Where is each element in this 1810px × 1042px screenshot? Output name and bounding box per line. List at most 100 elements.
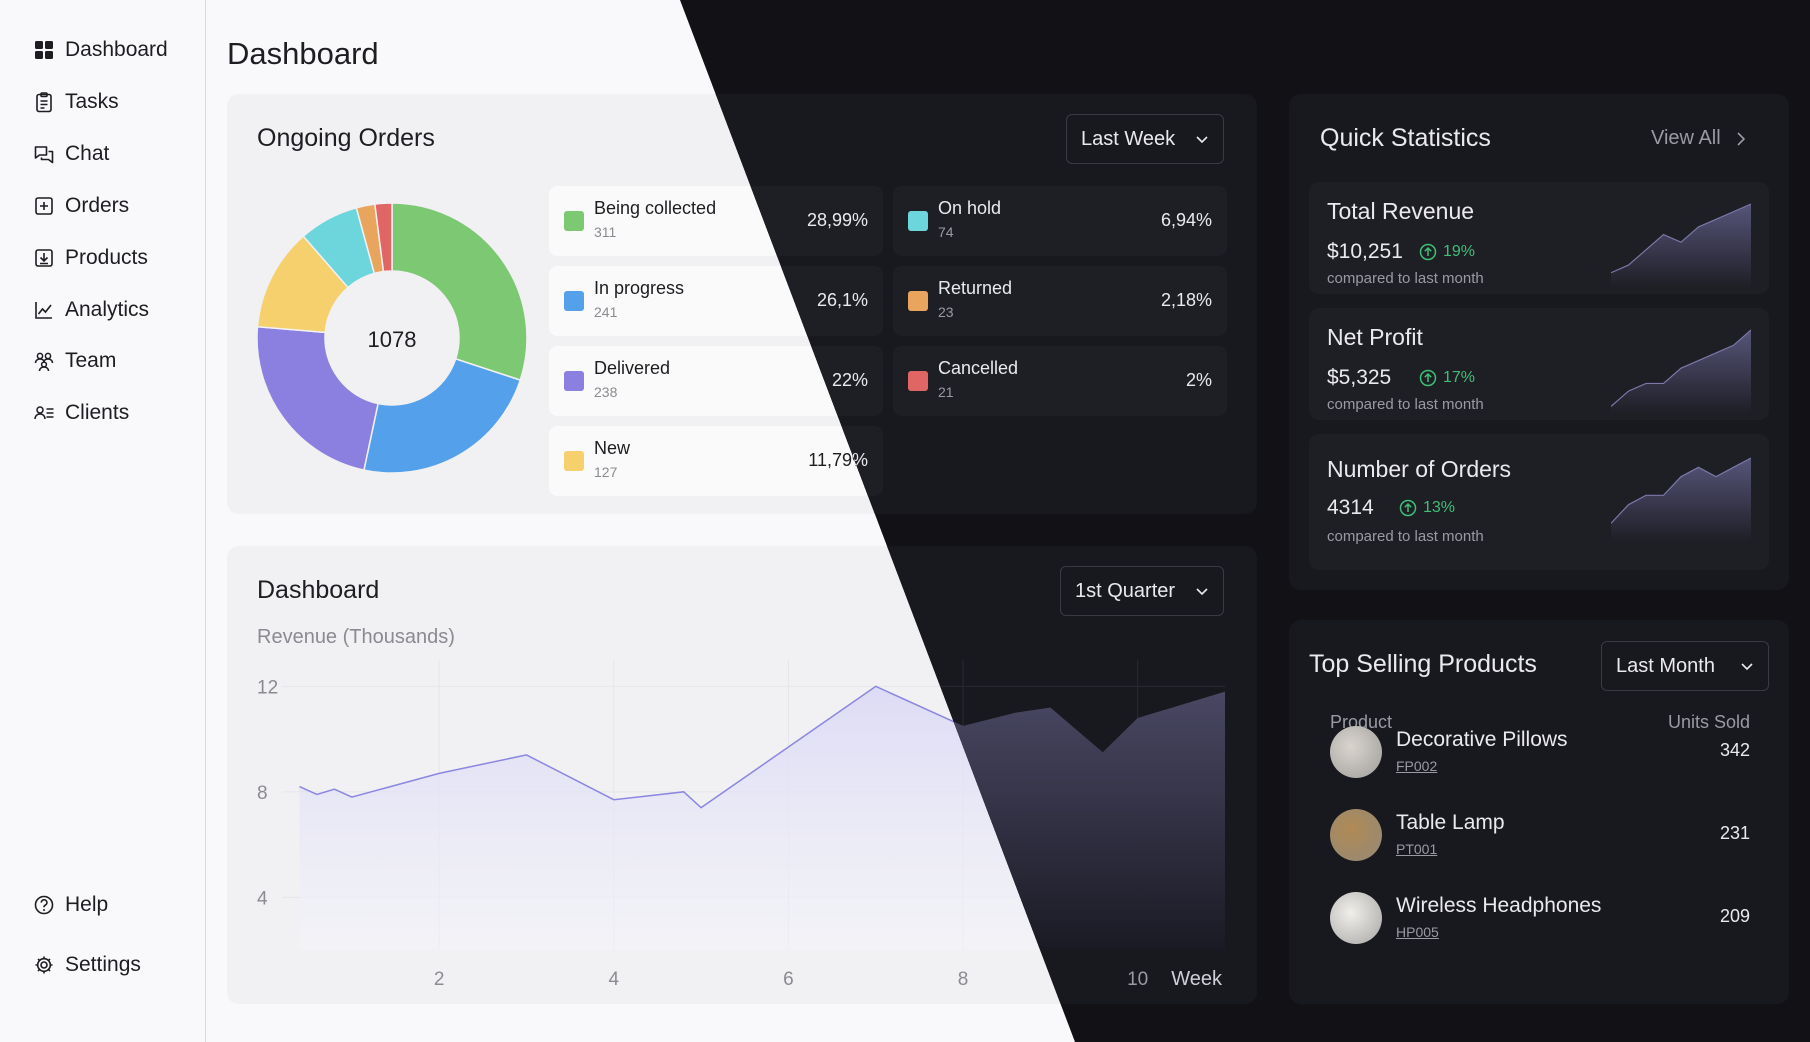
stat-value: 4314 bbox=[1327, 496, 1374, 519]
donut-slice-cancelled bbox=[373, 202, 393, 273]
product-row-table-lamp[interactable]: Table Lamp PT001 231 bbox=[1330, 805, 1750, 865]
stat-value: $10,251 bbox=[1327, 240, 1403, 263]
product-row-decorative-pillows[interactable]: Decorative Pillows FP002 342 bbox=[1330, 722, 1750, 782]
x-axis-unit: Week bbox=[1171, 968, 1223, 990]
legend-swatch bbox=[908, 371, 928, 391]
legend-count: 127 bbox=[594, 464, 618, 480]
product-name: Decorative Pillows bbox=[1396, 728, 1568, 751]
sidebar-item-label: Products bbox=[65, 246, 148, 269]
donut-slice-in-progress bbox=[363, 357, 522, 474]
sidebar-item-settings[interactable]: Settings bbox=[33, 950, 141, 980]
legend-percent: 6,94% bbox=[1160, 210, 1212, 230]
ongoing-orders-title: Ongoing Orders bbox=[257, 124, 435, 152]
chevron-down-icon bbox=[1196, 588, 1208, 596]
help-icon bbox=[33, 894, 55, 916]
arrow-up-circle-icon bbox=[1419, 369, 1437, 387]
product-code-link[interactable]: HP005 bbox=[1396, 924, 1439, 940]
team-icon bbox=[33, 350, 55, 372]
stat-title: Number of Orders bbox=[1327, 456, 1512, 482]
legend-name: In progress bbox=[594, 278, 685, 298]
sidebar-item-label: Clients bbox=[65, 401, 130, 424]
legend-item-returned: Returned 23 2,18% bbox=[893, 266, 1227, 336]
orders-donut-chart bbox=[256, 202, 528, 474]
product-name: Table Lamp bbox=[1396, 811, 1505, 834]
stat-change-value: 17% bbox=[1443, 369, 1476, 386]
legend-count: 74 bbox=[938, 224, 954, 240]
product-units: 209 bbox=[1719, 906, 1750, 926]
stat-change-value: 13% bbox=[1423, 499, 1456, 516]
donut-slice-delivered bbox=[256, 325, 379, 471]
products-period-value: Last Month bbox=[1616, 654, 1715, 677]
legend-count: 241 bbox=[594, 304, 618, 320]
sidebar-item-products[interactable]: Products bbox=[33, 243, 148, 273]
grid-icon bbox=[33, 39, 55, 61]
sidebar-item-dashboard[interactable]: Dashboard bbox=[33, 35, 168, 65]
sparkline-area bbox=[1611, 458, 1751, 542]
top-products-title: Top Selling Products bbox=[1309, 650, 1537, 678]
sidebar-item-label: Dashboard bbox=[65, 38, 168, 61]
chevron-down-icon bbox=[1196, 136, 1208, 144]
legend-percent: 22% bbox=[831, 370, 868, 390]
stat-card-total-revenue: Total Revenue $10,251 19% compared to last … bbox=[1309, 182, 1769, 294]
product-code-link[interactable]: PT001 bbox=[1396, 841, 1438, 857]
products-period-dropdown[interactable]: Last Month bbox=[1601, 641, 1769, 691]
orders-period-value: Last Week bbox=[1081, 127, 1176, 150]
arrow-up-circle-icon bbox=[1399, 499, 1417, 517]
legend-percent: 2,18% bbox=[1160, 290, 1212, 310]
legend-name: Returned bbox=[938, 278, 1013, 298]
arrow-up-circle-icon bbox=[1419, 243, 1437, 261]
legend-swatch bbox=[564, 451, 584, 471]
sidebar-item-label: Tasks bbox=[65, 90, 119, 113]
legend-count: 21 bbox=[938, 384, 954, 400]
legend-count: 238 bbox=[594, 384, 618, 400]
product-code-link[interactable]: FP002 bbox=[1396, 758, 1438, 774]
stat-change: 19% bbox=[1419, 243, 1475, 261]
sidebar-item-label: Settings bbox=[65, 953, 141, 976]
stat-caption: compared to last month bbox=[1327, 396, 1484, 413]
x-tick-label: 10 bbox=[1127, 969, 1148, 990]
sidebar-item-team[interactable]: Team bbox=[33, 346, 116, 376]
sidebar-item-analytics[interactable]: Analytics bbox=[33, 295, 149, 325]
view-all-label: View All bbox=[1651, 127, 1721, 149]
legend-swatch bbox=[564, 371, 584, 391]
x-tick-label: 2 bbox=[434, 969, 445, 990]
y-tick-label: 8 bbox=[257, 783, 268, 804]
sidebar-item-chat[interactable]: Chat bbox=[33, 139, 109, 169]
gear-icon bbox=[33, 954, 55, 976]
revenue-period-dropdown[interactable]: 1st Quarter bbox=[1060, 566, 1224, 616]
sidebar-item-label: Team bbox=[65, 349, 117, 372]
sidebar-item-clients[interactable]: Clients bbox=[33, 398, 129, 428]
sidebar-item-orders[interactable]: Orders bbox=[33, 191, 129, 221]
sparkline-line bbox=[1611, 457, 1751, 524]
legend-percent: 2% bbox=[1185, 370, 1212, 390]
product-name: Wireless Headphones bbox=[1396, 894, 1602, 917]
y-tick-label: 12 bbox=[257, 677, 278, 698]
stat-change: 17% bbox=[1419, 369, 1475, 387]
product-thumbnail bbox=[1330, 892, 1382, 944]
legend-item-on-hold: On hold 74 6,94% bbox=[893, 186, 1227, 256]
product-row-wireless-headphones[interactable]: Wireless Headphones HP005 209 bbox=[1330, 888, 1750, 948]
orders-period-dropdown[interactable]: Last Week bbox=[1066, 114, 1224, 164]
stat-caption: compared to last month bbox=[1327, 270, 1484, 287]
x-tick-label: 6 bbox=[783, 969, 794, 990]
stat-card-number-of-orders: Number of Orders 4314 13% compared to last … bbox=[1309, 434, 1769, 570]
legend-count: 311 bbox=[594, 224, 617, 240]
sparkline-chart bbox=[1611, 329, 1751, 414]
sidebar-item-label: Help bbox=[65, 893, 109, 916]
sparkline-line bbox=[1611, 329, 1751, 407]
sparkline-line bbox=[1611, 203, 1751, 274]
clients-icon bbox=[33, 402, 55, 424]
revenue-subtitle: Revenue (Thousands) bbox=[257, 626, 455, 648]
view-all-link[interactable]: View All bbox=[1651, 127, 1747, 150]
clipboard-icon bbox=[33, 91, 55, 113]
sidebar-item-label: Orders bbox=[65, 194, 130, 217]
sidebar-item-help[interactable]: Help bbox=[33, 890, 108, 920]
legend-swatch bbox=[908, 211, 928, 231]
sidebar: Dashboard Tasks Chat Orders Products Analytic… bbox=[0, 0, 206, 1042]
legend-swatch bbox=[564, 291, 584, 311]
legend-swatch bbox=[908, 291, 928, 311]
sparkline-chart bbox=[1611, 203, 1751, 288]
stat-title: Total Revenue bbox=[1327, 198, 1475, 224]
line-chart-icon bbox=[33, 299, 55, 321]
sidebar-item-tasks[interactable]: Tasks bbox=[33, 87, 119, 117]
